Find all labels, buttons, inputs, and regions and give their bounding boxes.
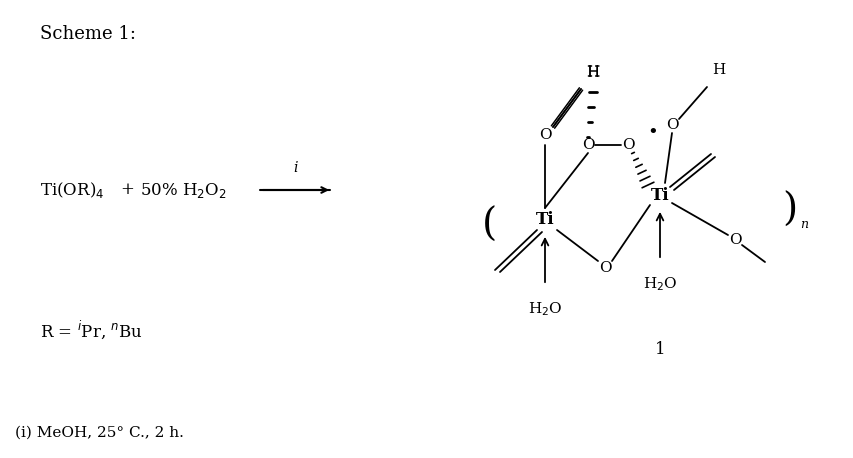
Text: O: O bbox=[664, 118, 677, 132]
Text: O: O bbox=[581, 138, 594, 152]
Text: +: + bbox=[120, 181, 134, 198]
Text: O: O bbox=[728, 233, 740, 247]
Text: Scheme 1:: Scheme 1: bbox=[40, 25, 136, 43]
Text: (i) MeOH, 25° C., 2 h.: (i) MeOH, 25° C., 2 h. bbox=[15, 426, 183, 440]
Text: ): ) bbox=[781, 191, 797, 229]
Text: •: • bbox=[647, 124, 658, 142]
Text: R = $^{i}$Pr, $^{n}$Bu: R = $^{i}$Pr, $^{n}$Bu bbox=[40, 319, 142, 341]
Text: H: H bbox=[585, 65, 599, 79]
Text: H$_2$O: H$_2$O bbox=[642, 275, 676, 293]
Text: (: ( bbox=[482, 207, 497, 244]
Text: i: i bbox=[293, 161, 298, 175]
Text: O: O bbox=[598, 261, 611, 275]
Text: H: H bbox=[586, 66, 599, 80]
Text: Ti: Ti bbox=[650, 186, 669, 203]
Text: O: O bbox=[621, 138, 634, 152]
Text: O: O bbox=[538, 128, 551, 142]
Text: H: H bbox=[711, 63, 724, 77]
Text: Ti(OR)$_4$: Ti(OR)$_4$ bbox=[40, 180, 104, 200]
Text: 50% H$_2$O$_2$: 50% H$_2$O$_2$ bbox=[140, 180, 227, 200]
Text: 1: 1 bbox=[654, 342, 664, 359]
Text: n: n bbox=[799, 218, 807, 231]
Text: Ti: Ti bbox=[535, 212, 554, 229]
Text: H$_2$O: H$_2$O bbox=[527, 300, 561, 318]
